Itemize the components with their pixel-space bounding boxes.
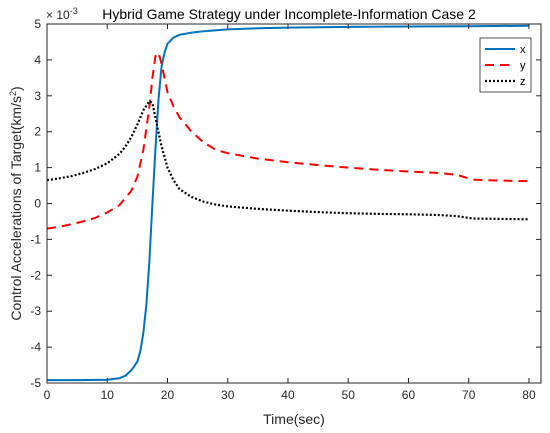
y-axis-label-close: ) — [8, 86, 24, 91]
x-tick-label: 20 — [161, 388, 175, 402]
x-tick-label: 40 — [281, 388, 295, 402]
y-tick-label: 5 — [34, 17, 41, 31]
y-tick-label: 2 — [34, 125, 41, 139]
axis-ticks: 0 10 20 30 40 50 60 70 80 -5 -4 -3 -2 -1 0 1 2 3 4 5 — [30, 17, 541, 402]
plot-area — [47, 24, 530, 382]
x-axis-label: Time(sec) — [263, 411, 325, 427]
y-axis-label: Control Accelerations of Target(km/s2) — [8, 86, 24, 320]
y-axis-label-superscript: 2 — [8, 91, 18, 96]
y-tick-label: -1 — [30, 232, 41, 246]
y-tick-label: -3 — [30, 304, 41, 318]
legend-label-z: z — [520, 76, 526, 88]
legend: xyz — [479, 37, 532, 93]
x-tick-label: 0 — [44, 388, 51, 402]
legend-label-y: y — [520, 60, 526, 72]
y-tick-label: 1 — [34, 161, 41, 175]
x-tick-label: 30 — [221, 388, 235, 402]
x-tick-label: 50 — [342, 388, 356, 402]
y-axis-label-main: Control Accelerations of Target(km/s — [8, 96, 24, 321]
y-multiplier-base: × 10 — [46, 8, 70, 22]
legend-label-x: x — [520, 44, 526, 56]
x-tick-label: 60 — [402, 388, 416, 402]
y-multiplier-exponent: -3 — [70, 6, 78, 16]
chart-title: Hybrid Game Strategy under Incomplete-In… — [102, 6, 476, 22]
y-tick-label: -5 — [30, 376, 41, 390]
y-tick-label: 0 — [34, 197, 41, 211]
x-tick-label: 10 — [101, 388, 115, 402]
y-tick-label: 3 — [34, 89, 41, 103]
y-tick-label: -4 — [30, 340, 41, 354]
y-axis-multiplier: × 10-3 — [46, 6, 78, 22]
series-line-y — [47, 51, 530, 230]
series-line-z — [47, 100, 530, 221]
y-tick-label: -2 — [30, 268, 41, 282]
series-line-x — [47, 24, 530, 382]
x-tick-label: 80 — [522, 388, 536, 402]
y-tick-label: 4 — [34, 53, 41, 67]
x-tick-label: 70 — [462, 388, 476, 402]
